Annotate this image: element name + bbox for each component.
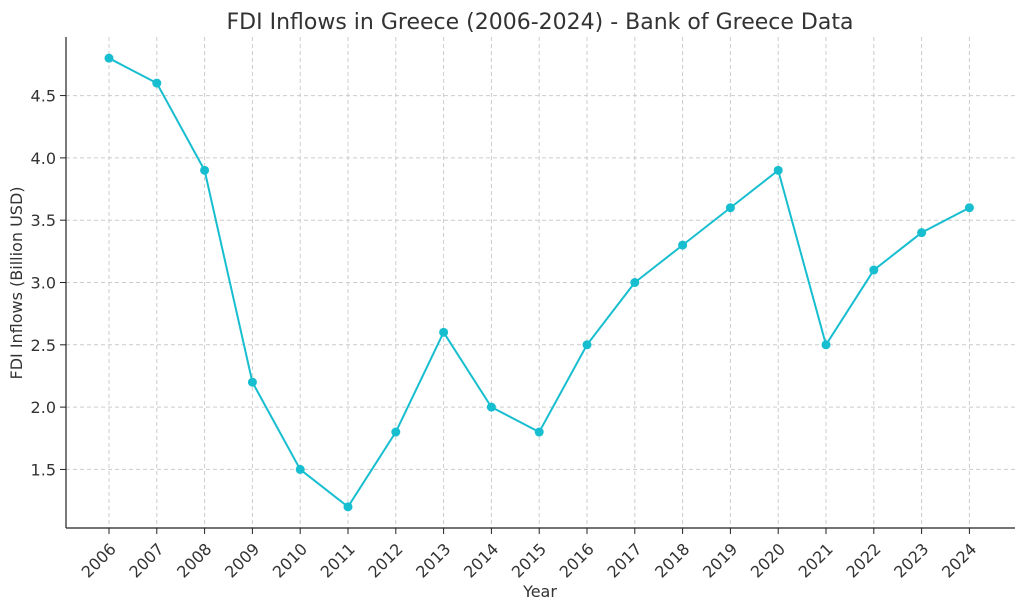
chart-title: FDI Inflows in Greece (2006-2024) - Bank…: [227, 10, 854, 35]
data-point: [247, 377, 257, 387]
data-point: [439, 327, 449, 337]
data-point: [725, 203, 735, 213]
y-tick-label: 4.0: [31, 149, 56, 168]
x-tick-label: 2009: [221, 539, 263, 581]
x-tick-label: 2023: [890, 539, 932, 581]
x-tick-label: 2015: [508, 539, 550, 581]
y-tick-label: 1.5: [31, 460, 56, 479]
y-tick-label: 2.5: [31, 336, 56, 355]
x-tick-label: 2017: [603, 539, 645, 581]
series-layer: [104, 53, 974, 512]
x-tick-label: 2008: [173, 539, 215, 581]
x-tick-label: 2016: [556, 539, 598, 581]
x-tick-label: 2013: [412, 539, 454, 581]
data-point: [104, 53, 114, 63]
y-axis-label: FDI Inflows (Billion USD): [7, 186, 26, 379]
y-tick-label: 3.5: [31, 211, 56, 230]
x-tick-label: 2018: [651, 539, 693, 581]
x-tick-label: 2021: [795, 539, 837, 581]
x-tick-label: 2020: [747, 539, 789, 581]
x-axis-label: Year: [522, 582, 557, 601]
data-point: [486, 402, 496, 412]
x-tick-label: 2019: [699, 539, 741, 581]
data-point: [821, 340, 831, 350]
data-point: [630, 278, 640, 287]
data-point: [152, 78, 162, 88]
data-point: [343, 502, 353, 512]
x-tick-label: 2007: [125, 539, 167, 581]
y-tick-label: 2.0: [31, 398, 56, 417]
data-point: [678, 240, 688, 250]
x-tick-label: 2014: [460, 539, 502, 581]
data-point: [582, 340, 592, 350]
y-tick-label: 3.0: [31, 274, 56, 293]
data-point: [295, 464, 305, 474]
y-tick-label: 4.5: [31, 87, 56, 106]
ticks-layer: 2006 2007 2008 2009 2010 2011 2012 2013 2014 2015…: [31, 87, 981, 582]
data-point: [773, 165, 783, 175]
x-tick-label: 2010: [269, 539, 311, 581]
data-point: [200, 165, 210, 175]
x-tick-label: 2006: [78, 539, 120, 581]
data-point: [391, 427, 401, 437]
grid-layer: [66, 37, 1015, 528]
data-point: [534, 427, 544, 437]
x-tick-label: 2024: [938, 539, 980, 581]
x-tick-label: 2022: [842, 539, 884, 581]
data-point: [869, 265, 879, 275]
x-tick-label: 2011: [317, 539, 359, 581]
data-point: [917, 228, 927, 238]
x-tick-label: 2012: [364, 539, 406, 581]
data-point: [964, 203, 974, 213]
